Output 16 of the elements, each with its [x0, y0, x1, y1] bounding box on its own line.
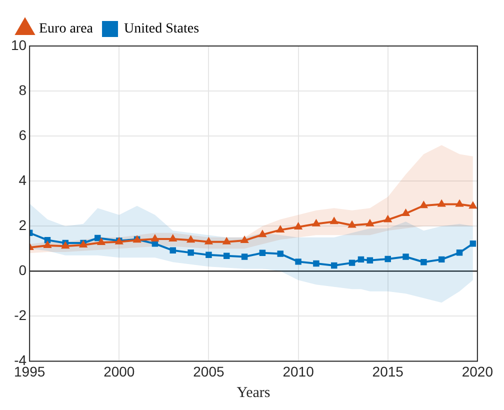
y-tick-label: 6: [18, 126, 27, 143]
y-tick-label: -2: [14, 307, 27, 324]
y-tick-label: 4: [18, 172, 27, 188]
x-tick-label: 2000: [104, 363, 135, 380]
x-tick-label: 2005: [193, 363, 224, 380]
x-tick-label: 2010: [282, 363, 314, 380]
x-tick-label: 2015: [372, 363, 404, 380]
legend-label: United States: [124, 22, 200, 37]
x-axis-title: Years: [236, 384, 270, 401]
y-tick-label: 8: [18, 82, 27, 98]
x-tick-label: 1995: [14, 363, 46, 380]
y-tick-label: 2: [18, 216, 27, 233]
legend-label: Euro area: [39, 22, 94, 37]
x-tick-label: 2020: [462, 363, 494, 380]
y-tick-label: 10: [10, 36, 27, 53]
y-tick-label: 0: [18, 262, 27, 278]
